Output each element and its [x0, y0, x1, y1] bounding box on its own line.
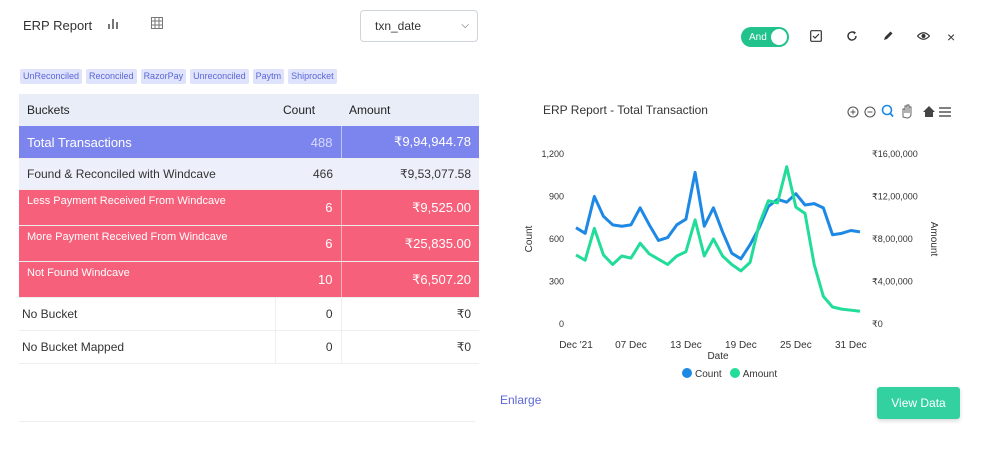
- y2-tick-label: ₹4,00,000: [872, 277, 913, 287]
- eye-icon[interactable]: [916, 30, 931, 45]
- y2-tick-label: ₹8,00,000: [872, 234, 913, 244]
- transaction-chart: 0 300 600 900 1,200 ₹0 ₹4,00,000 ₹8,00,000 ₹12,0…: [524, 104, 951, 362]
- table-row[interactable]: Found & Reconciled with Windcave 466 ₹9,…: [19, 158, 479, 190]
- legend-item-amount[interactable]: Amount: [729, 368, 778, 380]
- y2-tick-label: ₹12,00,000: [872, 192, 918, 202]
- zoom-out-icon[interactable]: [864, 106, 876, 118]
- zoom-in-icon[interactable]: [847, 106, 859, 118]
- series-line-amount[interactable]: [575, 165, 861, 313]
- tag[interactable]: UnReconciled: [20, 69, 83, 84]
- bucket-name: Total Transactions: [19, 126, 275, 159]
- view-data-button[interactable]: View Data: [877, 387, 960, 419]
- bucket-count: 10: [275, 261, 342, 298]
- x-tick-label: 19 Dec: [725, 340, 757, 351]
- y2-axis-label: Amount: [928, 222, 939, 257]
- bucket-name: Less Payment Received From Windcave: [19, 189, 275, 226]
- bucket-name: More Payment Received From Windcave: [19, 225, 275, 262]
- y2-tick-label: ₹0: [872, 319, 883, 329]
- bucket-count: 488: [275, 126, 342, 159]
- y-axis-label: Count: [524, 225, 535, 252]
- table-divider: [19, 421, 475, 422]
- y-tick-label: 600: [549, 234, 564, 244]
- table-row[interactable]: More Payment Received From Windcave 6 ₹2…: [19, 225, 479, 262]
- bucket-count: 0: [275, 297, 342, 331]
- select-value: txn_date: [375, 19, 422, 33]
- bucket-count: 6: [275, 225, 342, 262]
- table-grid-icon[interactable]: [151, 17, 163, 32]
- table-row[interactable]: Less Payment Received From Windcave 6 ₹9…: [19, 189, 479, 226]
- x-tick-label: 07 Dec: [615, 340, 647, 351]
- table-row[interactable]: No Bucket 0 ₹0: [19, 297, 479, 331]
- chart-title: ERP Report - Total Transaction: [543, 103, 708, 117]
- header-buckets[interactable]: Buckets: [19, 94, 275, 126]
- chart-toolbar: [847, 104, 951, 119]
- legend-marker: [729, 368, 740, 378]
- y-tick-label: 0: [559, 319, 564, 329]
- and-toggle[interactable]: And: [741, 27, 789, 47]
- bucket-count: 0: [275, 330, 342, 364]
- tag[interactable]: Paytm: [252, 69, 285, 84]
- bar-chart-icon[interactable]: [107, 17, 119, 32]
- close-icon[interactable]: ×: [947, 29, 956, 45]
- page-title: ERP Report: [23, 18, 93, 33]
- table-row-total[interactable]: Total Transactions 488 ₹9,94,944.78: [19, 126, 479, 159]
- bucket-name: Not Found Windcave: [19, 261, 275, 298]
- table-header-row: Buckets Count Amount: [19, 94, 479, 126]
- x-tick-label: 13 Dec: [670, 340, 702, 351]
- bucket-amount: ₹25,835.00: [341, 225, 479, 262]
- table-row[interactable]: Not Found Windcave 10 ₹6,507.20: [19, 261, 479, 298]
- pan-hand-icon[interactable]: [902, 104, 912, 119]
- legend-item-count[interactable]: Count: [682, 368, 722, 380]
- edit-pencil-icon[interactable]: [882, 30, 894, 45]
- x-axis-label: Date: [707, 351, 729, 362]
- enlarge-link[interactable]: Enlarge: [500, 393, 542, 407]
- refresh-icon[interactable]: [846, 30, 858, 45]
- tag-list: UnReconciled Reconciled RazorPay Unrecon…: [20, 69, 337, 84]
- bucket-count: 466: [275, 158, 341, 190]
- legend-marker: [682, 368, 692, 378]
- bucket-count: 6: [275, 189, 342, 226]
- checkbox-icon[interactable]: [810, 30, 822, 45]
- y-tick-label: 1,200: [541, 149, 564, 159]
- bucket-amount: ₹0: [341, 330, 479, 364]
- header-count[interactable]: Count: [275, 94, 341, 126]
- toggle-knob: [771, 29, 787, 45]
- legend-label: Count: [695, 369, 722, 380]
- buckets-table: Buckets Count Amount Total Transactions …: [19, 94, 479, 364]
- bucket-name: No Bucket Mapped: [19, 330, 276, 364]
- toggle-label: And: [749, 31, 767, 43]
- x-tick-label: 31 Dec: [835, 340, 867, 351]
- y2-tick-label: ₹16,00,000: [872, 149, 918, 159]
- x-tick-label: 25 Dec: [780, 340, 812, 351]
- legend-label: Amount: [742, 369, 778, 380]
- tag[interactable]: Reconciled: [86, 69, 137, 84]
- bucket-amount: ₹9,525.00: [341, 189, 479, 226]
- header-amount[interactable]: Amount: [341, 94, 479, 126]
- bucket-amount: ₹9,53,077.58: [341, 158, 479, 190]
- tag[interactable]: Unreconciled: [190, 69, 249, 84]
- bucket-amount: ₹0: [341, 297, 479, 331]
- home-reset-icon[interactable]: [923, 106, 935, 117]
- bucket-amount: ₹6,507.20: [341, 261, 479, 298]
- series-line-count[interactable]: [575, 170, 861, 261]
- chevron-down-icon: ⌵: [461, 20, 469, 31]
- bucket-name: Found & Reconciled with Windcave: [19, 158, 275, 190]
- table-row[interactable]: No Bucket Mapped 0 ₹0: [19, 330, 479, 364]
- tag[interactable]: RazorPay: [140, 69, 187, 84]
- bucket-name: No Bucket: [19, 297, 276, 331]
- bucket-amount: ₹9,94,944.78: [341, 126, 479, 159]
- tag[interactable]: Shiprocket: [288, 69, 337, 84]
- y-tick-label: 300: [549, 277, 564, 287]
- selection-zoom-icon[interactable]: [881, 104, 894, 118]
- y-tick-label: 900: [549, 192, 564, 202]
- menu-icon[interactable]: [939, 107, 951, 117]
- x-tick-label: Dec '21: [559, 340, 593, 351]
- date-field-select[interactable]: txn_date ⌵: [360, 10, 478, 42]
- chart-legend: Count Amount: [682, 368, 777, 380]
